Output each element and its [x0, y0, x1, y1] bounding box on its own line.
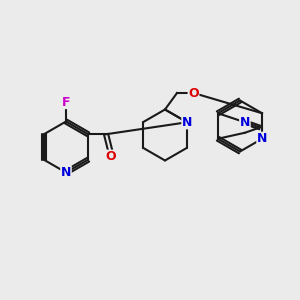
Text: N: N [182, 116, 192, 129]
Text: N: N [61, 166, 71, 179]
Text: O: O [188, 86, 199, 100]
Text: N: N [240, 116, 250, 129]
Text: O: O [105, 150, 116, 163]
Text: N: N [257, 132, 267, 145]
Text: F: F [62, 95, 70, 109]
